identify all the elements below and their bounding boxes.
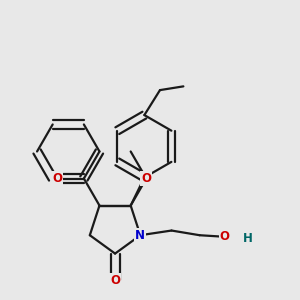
Text: O: O xyxy=(220,230,230,243)
Text: N: N xyxy=(135,229,145,242)
Text: O: O xyxy=(141,172,151,185)
Text: O: O xyxy=(52,172,62,185)
Text: H: H xyxy=(243,232,253,245)
Text: O: O xyxy=(110,274,120,286)
